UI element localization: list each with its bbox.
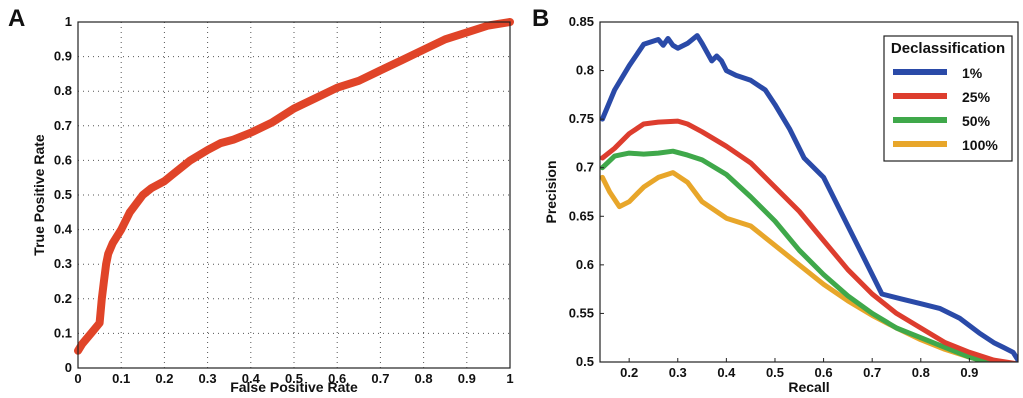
roc-x-axis-label: False Positive Rate	[230, 379, 358, 395]
pr-x-tick-label: 0.5	[766, 365, 784, 380]
pr-y-tick-label: 0.8	[576, 63, 594, 78]
roc-plot-frame	[77, 21, 511, 369]
roc-x-tick-label: 0	[74, 371, 81, 386]
roc-x-tick-label: 1	[506, 371, 513, 386]
roc-y-tick-label: 0.7	[54, 118, 72, 133]
panel-b-label: B	[532, 5, 549, 32]
roc-y-tick-label: 0.3	[54, 256, 72, 271]
pr-x-tick-label: 0.9	[960, 365, 978, 380]
legend-items: 1% 25% 50% 100%	[893, 65, 998, 153]
roc-y-tick-label: 1	[65, 14, 72, 29]
pr-y-tick-label: 0.6	[576, 257, 594, 272]
roc-y-tick-label: 0	[65, 360, 72, 375]
roc-grid	[78, 22, 510, 368]
legend-label: 50%	[962, 113, 991, 129]
legend-label: 25%	[962, 89, 991, 105]
roc-x-tick-label: 0.2	[155, 371, 173, 386]
pr-plot-frame	[599, 21, 1019, 363]
pr-x-tick-label: 0.3	[669, 365, 687, 380]
pr-x-axis-label: Recall	[788, 379, 829, 395]
roc-y-tick-label: 0.8	[54, 83, 72, 98]
pr-x-tick-label: 0.6	[815, 365, 833, 380]
roc-series-line	[74, 18, 514, 355]
roc-y-tick-label: 0.5	[54, 187, 72, 202]
pr-x-tick-label: 0.7	[863, 365, 881, 380]
roc-y-ticks: 0 0.1 0.2 0.3 0.4 0.5 0.6 0.7 0.8 0.9 1	[54, 14, 73, 375]
pr-y-tick-label: 0.75	[569, 111, 594, 126]
roc-y-tick-label: 0.6	[54, 152, 72, 167]
pr-y-tick-label: 0.85	[569, 14, 594, 29]
pr-x-ticks: 0.2 0.3 0.4 0.5 0.6 0.7 0.8 0.9	[620, 358, 978, 380]
legend-label: 100%	[962, 137, 998, 153]
pr-series-line-0	[600, 33, 1018, 362]
pr-y-tick-label: 0.65	[569, 208, 594, 223]
roc-y-axis-label: True Positive Rate	[31, 134, 47, 256]
roc-x-tick-label: 0.7	[371, 371, 389, 386]
roc-y-tick-label: 0.2	[54, 291, 72, 306]
roc-x-tick-label: 0.5	[285, 371, 303, 386]
roc-y-tick-label: 0.9	[54, 49, 72, 64]
pr-y-ticks: 0.5 0.55 0.6 0.65 0.7 0.75 0.8 0.85	[569, 14, 604, 369]
roc-x-tick-label: 0.8	[415, 371, 433, 386]
legend-label: 1%	[962, 65, 983, 81]
roc-x-tick-label: 0.6	[328, 371, 346, 386]
roc-x-tick-label: 0.4	[242, 371, 261, 386]
pr-y-axis-label: Precision	[543, 160, 559, 223]
pr-series-line-1	[600, 118, 1018, 362]
roc-x-tick-label: 0.1	[112, 371, 130, 386]
pr-x-tick-label: 0.2	[620, 365, 638, 380]
roc-y-tick-label: 0.1	[54, 325, 72, 340]
pr-curves	[600, 33, 1018, 362]
pr-series-line-2	[600, 148, 999, 362]
panel-a-label: A	[8, 5, 25, 32]
pr-y-tick-label: 0.55	[569, 305, 594, 320]
pr-y-tick-label: 0.7	[576, 160, 594, 175]
pr-y-tick-label: 0.5	[576, 354, 594, 369]
pr-x-tick-label: 0.4	[717, 365, 736, 380]
roc-curve	[74, 18, 514, 355]
pr-legend: Declassification 1% 25% 50% 100%	[883, 35, 1013, 162]
legend-title: Declassification	[891, 40, 1005, 57]
roc-y-tick-label: 0.4	[54, 222, 73, 237]
roc-x-tick-label: 0.9	[458, 371, 476, 386]
pr-series-line-3	[600, 170, 999, 362]
roc-x-tick-label: 0.3	[199, 371, 217, 386]
roc-x-ticks: 0 0.1 0.2 0.3 0.4 0.5 0.6 0.7 0.8 0.9 1	[74, 371, 513, 386]
pr-x-tick-label: 0.8	[912, 365, 930, 380]
